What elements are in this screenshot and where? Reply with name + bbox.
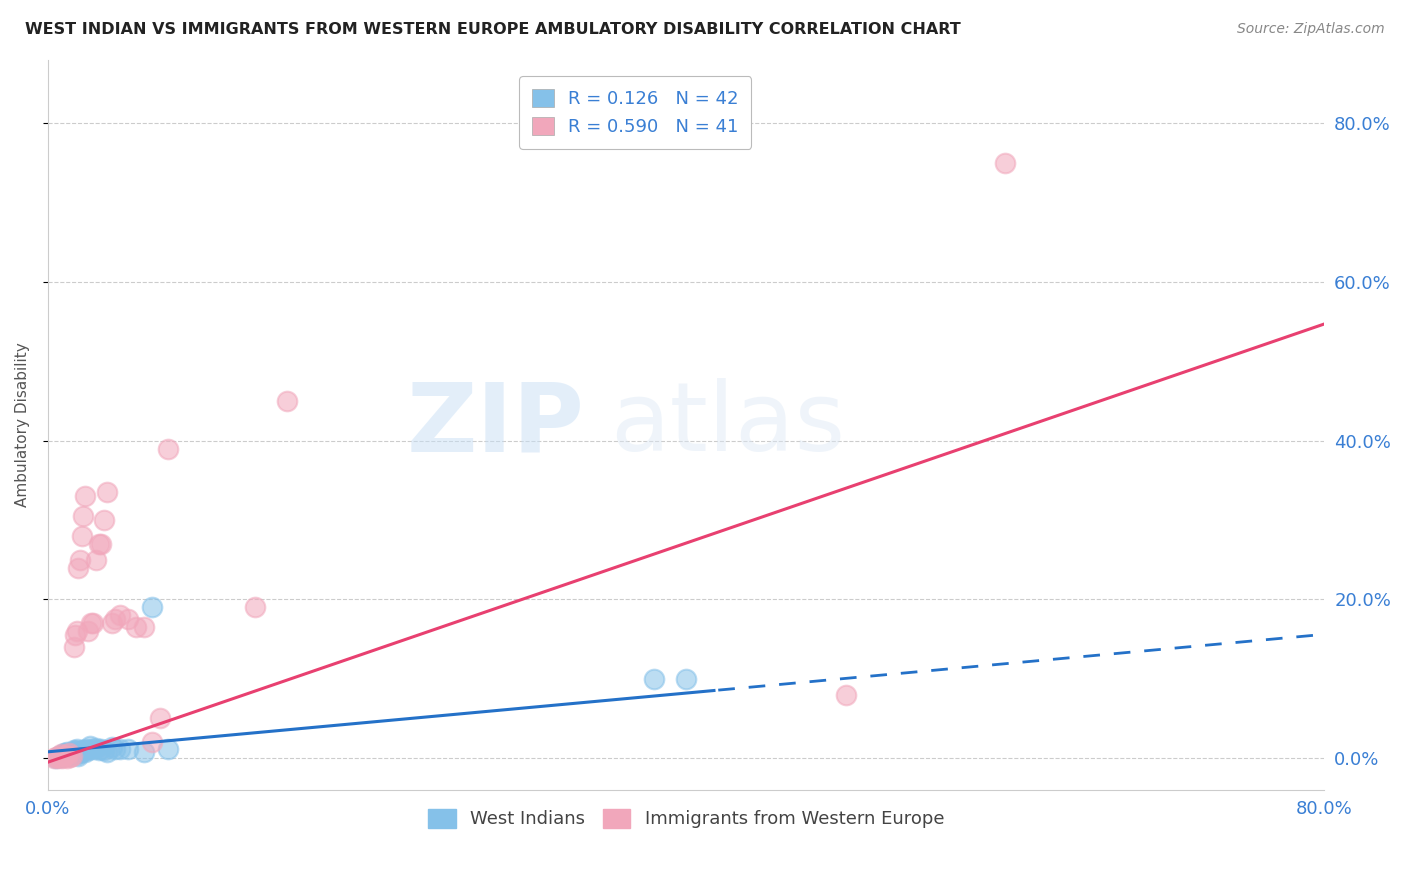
Point	[125, 620, 148, 634]
Point	[156, 741, 179, 756]
Point	[70, 744, 93, 758]
Point	[55, 747, 77, 762]
Point	[149, 711, 172, 725]
Point	[48, 748, 70, 763]
Point	[77, 743, 100, 757]
Point	[75, 741, 97, 756]
Point	[44, 751, 66, 765]
Point	[84, 740, 107, 755]
Point	[82, 616, 104, 631]
Point	[62, 640, 84, 654]
Point	[56, 751, 79, 765]
Legend: West Indians, Immigrants from Western Europe: West Indians, Immigrants from Western Eu…	[422, 802, 952, 836]
Text: ZIP: ZIP	[406, 378, 583, 471]
Point	[79, 739, 101, 754]
Point	[73, 489, 96, 503]
Point	[69, 552, 91, 566]
Point	[132, 745, 155, 759]
Point	[108, 608, 131, 623]
Point	[80, 616, 103, 631]
Text: Source: ZipAtlas.com: Source: ZipAtlas.com	[1237, 22, 1385, 37]
Point	[63, 746, 86, 760]
Point	[73, 745, 96, 759]
Point	[70, 529, 93, 543]
Point	[53, 748, 76, 763]
Point	[141, 600, 163, 615]
Point	[117, 741, 139, 756]
Point	[77, 624, 100, 639]
Point	[108, 741, 131, 756]
Point	[45, 751, 67, 765]
Point	[51, 749, 73, 764]
Point	[87, 743, 110, 757]
Point	[104, 612, 127, 626]
Point	[643, 672, 665, 686]
Point	[67, 560, 90, 574]
Point	[132, 620, 155, 634]
Text: WEST INDIAN VS IMMIGRANTS FROM WESTERN EUROPE AMBULATORY DISABILITY CORRELATION : WEST INDIAN VS IMMIGRANTS FROM WESTERN E…	[25, 22, 962, 37]
Point	[46, 751, 69, 765]
Point	[276, 393, 298, 408]
Point	[675, 672, 697, 686]
Point	[96, 745, 118, 759]
Point	[63, 744, 86, 758]
Y-axis label: Ambulatory Disability: Ambulatory Disability	[15, 343, 30, 508]
Text: atlas: atlas	[610, 378, 845, 471]
Point	[93, 743, 115, 757]
Point	[141, 735, 163, 749]
Point	[45, 749, 67, 764]
Point	[48, 748, 70, 763]
Point	[84, 552, 107, 566]
Point	[101, 739, 124, 754]
Point	[117, 612, 139, 626]
Point	[62, 743, 84, 757]
Point	[59, 748, 82, 763]
Point	[60, 747, 83, 762]
Point	[835, 688, 858, 702]
Point	[245, 600, 267, 615]
Point	[53, 747, 76, 762]
Point	[60, 748, 83, 763]
Point	[66, 624, 89, 639]
Point	[53, 748, 76, 763]
Point	[90, 741, 112, 756]
Point	[66, 747, 89, 762]
Point	[55, 747, 77, 761]
Point	[93, 513, 115, 527]
Point	[90, 537, 112, 551]
Point	[56, 745, 79, 759]
Point	[60, 745, 83, 759]
Point	[58, 747, 80, 762]
Point	[87, 537, 110, 551]
Point	[101, 616, 124, 631]
Point	[59, 749, 82, 764]
Point	[51, 751, 73, 765]
Point	[82, 742, 104, 756]
Point	[49, 747, 72, 762]
Point	[49, 747, 72, 762]
Point	[72, 743, 94, 757]
Point	[63, 628, 86, 642]
Point	[67, 748, 90, 763]
Point	[66, 741, 89, 756]
Point	[69, 746, 91, 760]
Point	[994, 156, 1017, 170]
Point	[104, 741, 127, 756]
Point	[96, 485, 118, 500]
Point	[62, 747, 84, 761]
Point	[53, 746, 76, 760]
Point	[72, 509, 94, 524]
Point	[58, 746, 80, 760]
Point	[156, 442, 179, 456]
